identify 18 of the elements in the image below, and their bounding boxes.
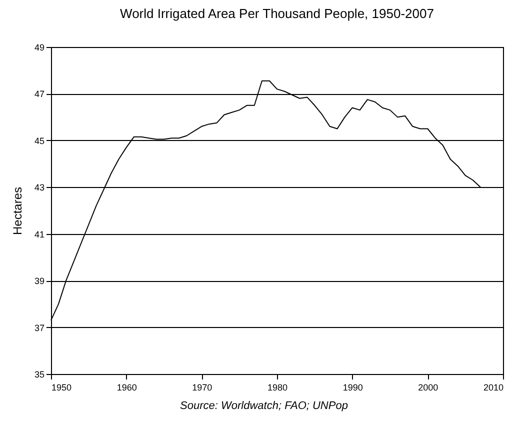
x-tick-label: 1960 <box>116 382 137 392</box>
x-tick-label: 1980 <box>267 382 288 392</box>
y-tick-label: 41 <box>34 229 44 240</box>
chart-title: World Irrigated Area Per Thousand People, 1950-2007 <box>120 6 434 21</box>
x-tick-label: 1990 <box>342 382 363 392</box>
y-axis-title: Hectares <box>10 186 24 236</box>
y-tick-label: 37 <box>34 322 44 333</box>
x-tick-label: 2000 <box>418 382 438 392</box>
x-tick-label: 2010 <box>483 382 504 392</box>
x-tick-label: 1950 <box>52 382 72 392</box>
y-tick-label: 43 <box>34 182 44 193</box>
y-tick-label: 35 <box>34 370 44 380</box>
y-tick-label: 49 <box>34 42 44 52</box>
source-note: Source: Worldwatch; FAO; UNPop <box>179 400 349 412</box>
y-tick-label: 47 <box>34 89 44 100</box>
y-tick-label: 45 <box>34 136 44 146</box>
y-tick-label: 39 <box>34 276 44 286</box>
x-tick-label: 1970 <box>192 382 212 392</box>
